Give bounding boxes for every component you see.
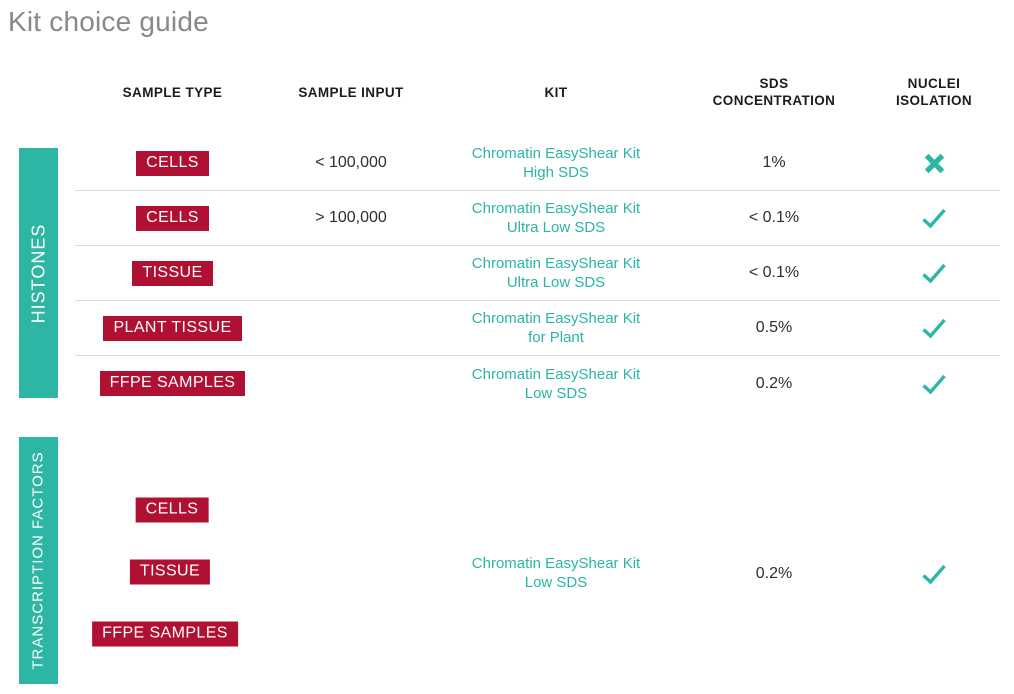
check-icon (921, 317, 947, 339)
section-bar-transcription-factors-label: TRANSCRIPTION FACTORS (30, 451, 47, 670)
column-header-sample-type: SAMPLE TYPE (122, 84, 223, 100)
column-header-kit: KIT (544, 84, 568, 100)
sds-concentration-value: 0.2% (755, 565, 793, 582)
check-icon (921, 373, 947, 395)
sample-type-badge: TISSUE (129, 559, 211, 585)
table-row: PLANT TISSUE Chromatin EasyShear Kit for … (75, 301, 1000, 356)
sample-type-badge: FFPE SAMPLES (99, 371, 246, 396)
kit-link[interactable]: Chromatin EasyShear Kit High SDS (471, 145, 641, 181)
kit-link[interactable]: Chromatin EasyShear Kit Low SDS (471, 555, 641, 591)
kit-link[interactable]: Chromatin EasyShear Kit Ultra Low SDS (471, 200, 641, 236)
table-row: TISSUE Chromatin EasyShear Kit Ultra Low … (75, 246, 1000, 301)
kit-link[interactable]: Chromatin EasyShear Kit Low SDS (471, 365, 641, 402)
kit-link[interactable]: Chromatin EasyShear Kit Ultra Low SDS (471, 255, 641, 291)
section-bar-histones-label: HISTONES (28, 223, 48, 323)
sds-concentration-value: < 0.1% (748, 264, 800, 281)
table-row: CELLS < 100,000 Chromatin EasyShear Kit H… (75, 136, 1000, 191)
sample-type-badge: CELLS (136, 205, 209, 231)
column-header-nuclei-isolation: NUCLEI ISOLATION (895, 76, 973, 108)
table-row: FFPE SAMPLES Chromatin EasyShear Kit Low … (75, 356, 1000, 411)
sample-input-value: < 100,000 (315, 154, 387, 171)
check-icon (921, 262, 947, 284)
column-header-sample-input: SAMPLE INPUT (298, 84, 404, 100)
sample-type-badge: CELLS (135, 497, 209, 523)
page-title: Kit choice guide (8, 6, 209, 37)
sample-input-value (270, 246, 432, 300)
cross-icon (924, 153, 945, 174)
sample-type-badge: TISSUE (132, 260, 213, 286)
sample-input-value (270, 356, 432, 411)
sds-concentration-value: 0.5% (755, 319, 793, 336)
sample-input-value: > 100,000 (315, 209, 387, 226)
sds-concentration-value: < 0.1% (748, 209, 800, 226)
transcription-factors-section: CELLS TISSUE FFPE SAMPLES Chromatin Easy… (75, 437, 1000, 684)
sample-type-badge: FFPE SAMPLES (92, 621, 238, 647)
section-bar-histones: HISTONES (19, 148, 58, 398)
table-header-row: SAMPLE TYPE SAMPLE INPUT KIT SDS CONCENT… (75, 68, 1000, 116)
check-icon (921, 563, 947, 585)
column-header-sds-concentration: SDS CONCENTRATION (712, 76, 836, 108)
section-bar-transcription-factors: TRANSCRIPTION FACTORS (19, 437, 58, 684)
sds-concentration-value: 1% (762, 154, 786, 171)
histones-rows: CELLS < 100,000 Chromatin EasyShear Kit H… (75, 136, 1000, 411)
sample-type-badge: PLANT TISSUE (103, 315, 242, 341)
check-icon (921, 207, 947, 229)
kit-link[interactable]: Chromatin EasyShear Kit for Plant (471, 310, 641, 346)
sample-input-value (270, 301, 432, 355)
sds-concentration-value: 0.2% (755, 374, 793, 392)
sample-type-badge: CELLS (136, 150, 209, 176)
table-row: CELLS > 100,000 Chromatin EasyShear Kit U… (75, 191, 1000, 246)
